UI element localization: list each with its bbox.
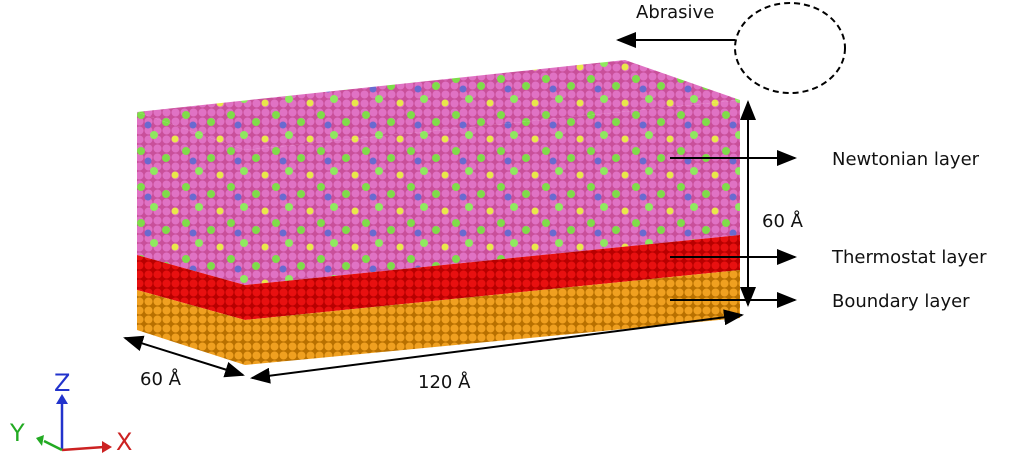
axis-triad (36, 394, 112, 453)
layer-label: Thermostat layer (831, 247, 987, 268)
axis-label: Z (54, 369, 70, 397)
layer-label: Boundary layer (832, 291, 970, 312)
workpiece (137, 60, 740, 365)
layer-label: Newtonian layer (832, 149, 980, 170)
dimension-label: 60 Å (762, 210, 804, 232)
axis-label: Y (9, 419, 25, 447)
annotations (123, 2, 846, 384)
dimension-label: 60 Å (140, 368, 182, 390)
dimension-label: 120 Å (418, 371, 471, 393)
axis-label: X (116, 428, 132, 456)
abrasive-label: Abrasive (636, 2, 714, 23)
